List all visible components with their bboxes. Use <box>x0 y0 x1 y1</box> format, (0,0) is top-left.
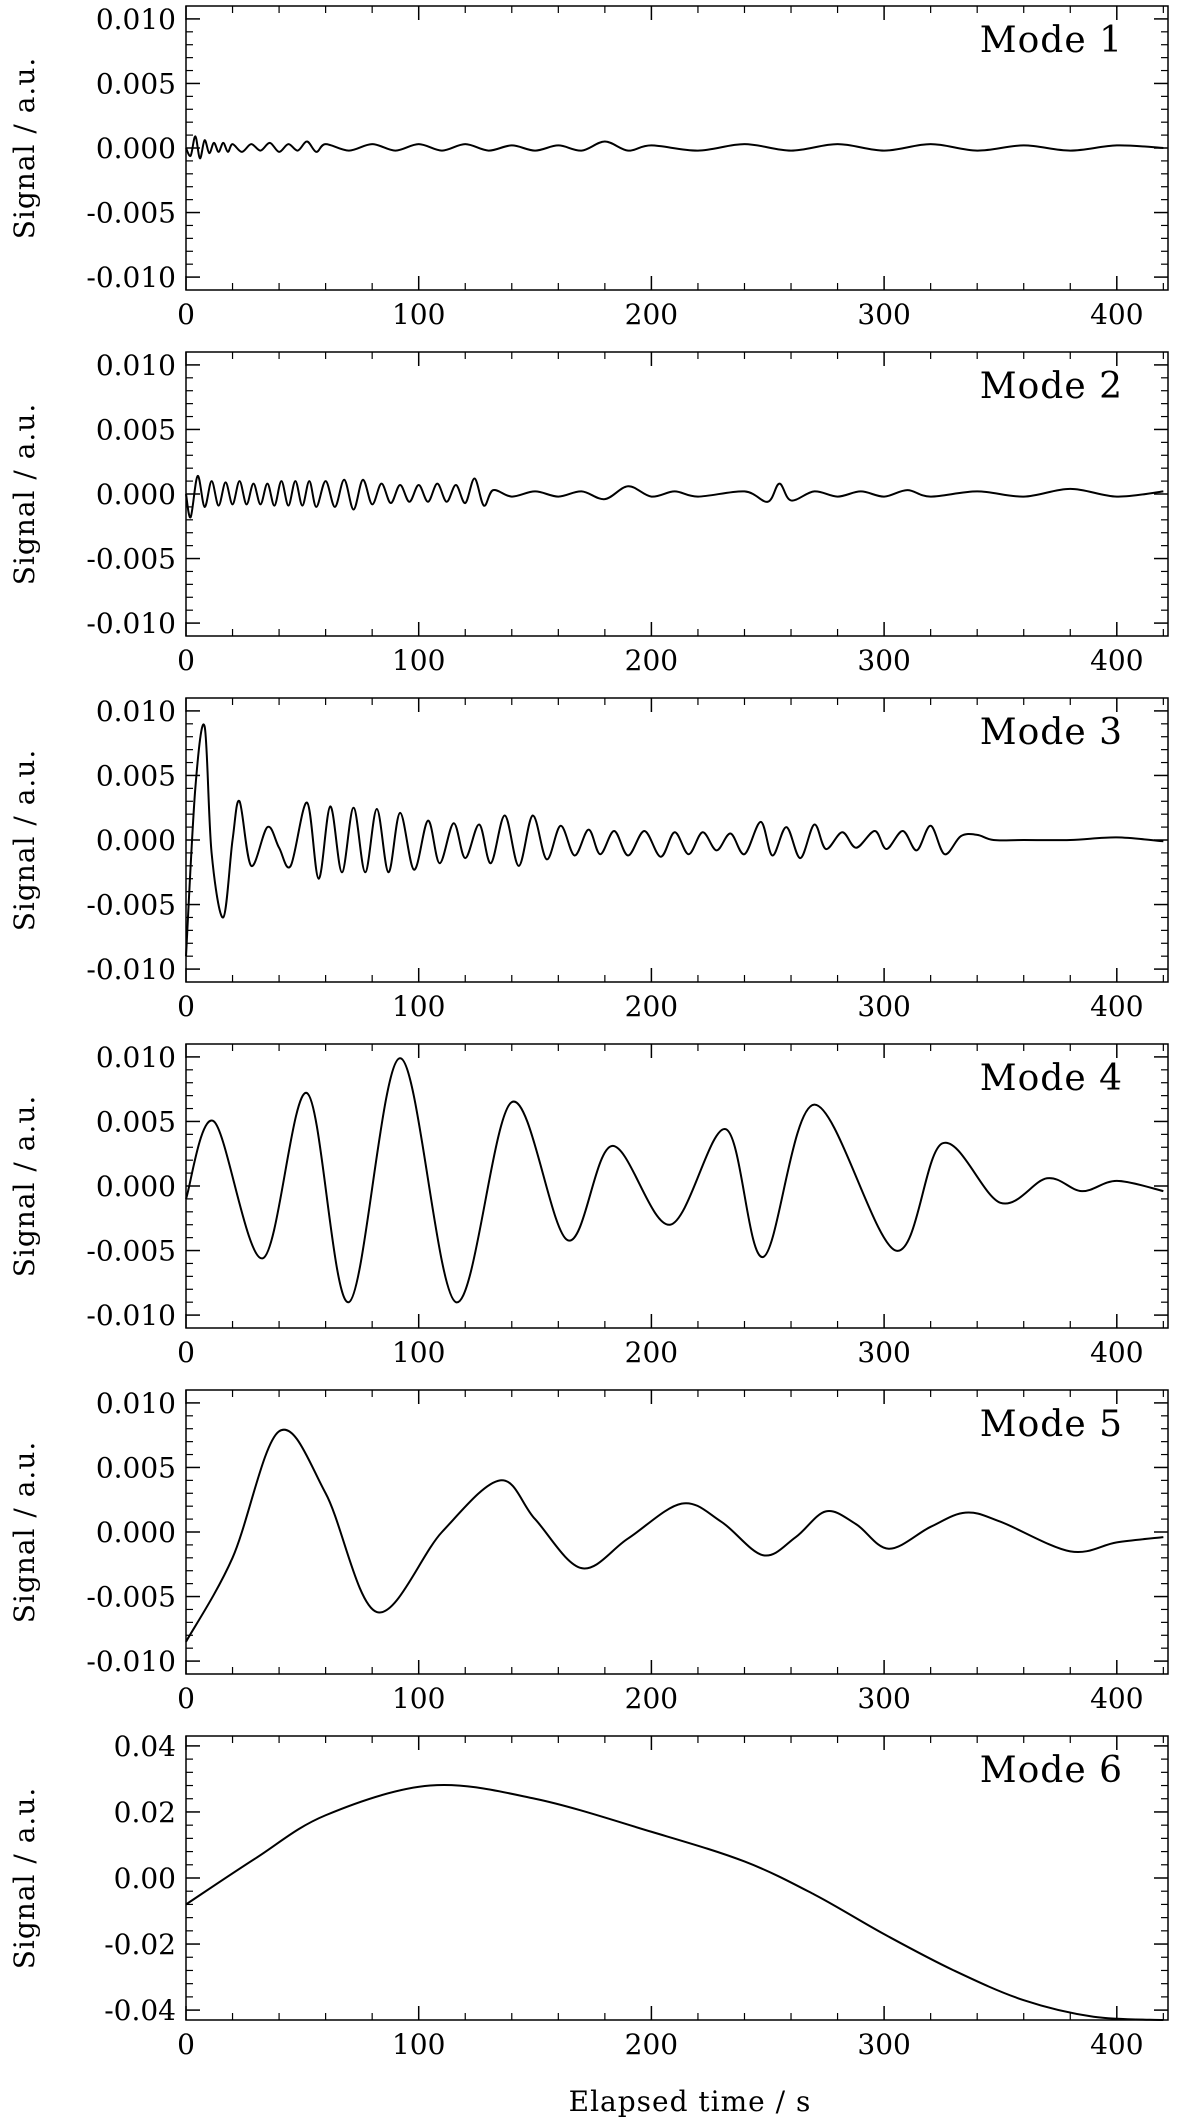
y-tick-label: 0.02 <box>114 1796 176 1829</box>
y-tick-label: 0.005 <box>96 1105 176 1138</box>
x-tick-label: 200 <box>625 1682 678 1715</box>
series-line <box>185 1784 1164 2021</box>
y-tick-label: 0.010 <box>96 695 176 728</box>
x-tick-label: 0 <box>177 298 195 331</box>
x-tick-label: 100 <box>392 644 445 677</box>
x-tick-label: 100 <box>392 298 445 331</box>
x-tick-label: 200 <box>625 644 678 677</box>
panel-mode-5: 0 100 200 300 400 0.010 0.005 0.000 -0.005 -0.010… <box>8 1387 1169 1715</box>
x-tick-label: 200 <box>625 298 678 331</box>
y-axis-title: Signal / a.u. <box>8 1787 41 1970</box>
series-line <box>185 1428 1164 1643</box>
y-tick-label: -0.010 <box>86 261 176 294</box>
x-tick-label: 400 <box>1090 990 1143 1023</box>
x-tick-label: 0 <box>177 644 195 677</box>
y-tick-label: -0.005 <box>86 197 176 230</box>
y-tick-label: 0.010 <box>96 349 176 382</box>
x-tick-label: 400 <box>1090 644 1143 677</box>
y-tick-label: -0.04 <box>104 1994 176 2027</box>
y-tick-label: -0.010 <box>86 1645 176 1678</box>
y-tick-label: -0.005 <box>86 889 176 922</box>
x-tick-label: 300 <box>857 298 910 331</box>
panel-mode-1: 0 100 200 300 400 0.010 0.005 0.000 -0.005 -0.010… <box>8 3 1169 331</box>
x-tick-label: 100 <box>392 1336 445 1369</box>
series-line <box>185 135 1164 160</box>
y-tick-label: 0.04 <box>114 1730 176 1763</box>
panel-mode-2: 0 100 200 300 400 0.010 0.005 0.000 -0.005 -0.010… <box>8 349 1169 677</box>
y-axis-title: Signal / a.u. <box>8 57 41 240</box>
x-tick-label: 200 <box>625 2028 678 2061</box>
x-tick-label: 0 <box>177 1336 195 1369</box>
y-tick-label: -0.02 <box>104 1928 176 1961</box>
y-tick-label: 0.000 <box>96 1170 176 1203</box>
x-tick-label: 300 <box>857 1336 910 1369</box>
y-tick-label: -0.005 <box>86 543 176 576</box>
x-tick-label: 0 <box>177 1682 195 1715</box>
series-line <box>185 723 1164 957</box>
x-tick-label: 0 <box>177 990 195 1023</box>
x-tick-label: 400 <box>1090 1336 1143 1369</box>
x-tick-label: 200 <box>625 990 678 1023</box>
y-tick-label: -0.010 <box>86 607 176 640</box>
mode-label: Mode 1 <box>980 20 1123 61</box>
y-tick-label: 0.005 <box>96 67 176 100</box>
series-line <box>185 474 1164 519</box>
mode-label: Mode 5 <box>980 1404 1123 1445</box>
mode-label: Mode 3 <box>980 712 1123 753</box>
x-tick-label: 300 <box>857 1682 910 1715</box>
x-tick-label: 200 <box>625 1336 678 1369</box>
x-tick-label: 400 <box>1090 1682 1143 1715</box>
y-tick-label: 0.00 <box>114 1862 176 1895</box>
y-axis-title: Signal / a.u. <box>8 403 41 586</box>
x-tick-label: 400 <box>1090 2028 1143 2061</box>
panel-mode-3: 0 100 200 300 400 0.010 0.005 0.000 -0.005 -0.010… <box>8 695 1169 1023</box>
x-tick-label: 100 <box>392 990 445 1023</box>
y-tick-label: 0.005 <box>96 1451 176 1484</box>
y-axis-title: Signal / a.u. <box>8 749 41 932</box>
x-tick-label: 300 <box>857 990 910 1023</box>
y-tick-label: 0.005 <box>96 759 176 792</box>
y-tick-label: -0.010 <box>86 1299 176 1332</box>
y-tick-label: -0.010 <box>86 953 176 986</box>
y-tick-label: 0.000 <box>96 478 176 511</box>
x-tick-label: 300 <box>857 2028 910 2061</box>
series-line <box>185 1057 1164 1304</box>
y-axis-title: Signal / a.u. <box>8 1441 41 1624</box>
y-tick-label: 0.010 <box>96 3 176 36</box>
mode-label: Mode 6 <box>980 1750 1123 1791</box>
y-tick-label: 0.000 <box>96 132 176 165</box>
x-axis-title: Elapsed time / s <box>569 2085 812 2118</box>
mode-label: Mode 2 <box>980 366 1123 407</box>
panel-mode-6: 0 100 200 300 400 0.04 0.02 0.00 -0.02 -0.04 Signa… <box>8 1730 1169 2061</box>
y-tick-label: -0.005 <box>86 1581 176 1614</box>
x-tick-label: 0 <box>177 2028 195 2061</box>
x-tick-label: 100 <box>392 2028 445 2061</box>
y-tick-label: 0.000 <box>96 1516 176 1549</box>
panel-mode-4: 0 100 200 300 400 0.010 0.005 0.000 -0.005 -0.010… <box>8 1041 1169 1369</box>
y-tick-label: 0.010 <box>96 1387 176 1420</box>
x-tick-label: 300 <box>857 644 910 677</box>
mode-label: Mode 4 <box>980 1058 1123 1099</box>
x-tick-label: 400 <box>1090 298 1143 331</box>
x-tick-label: 100 <box>392 1682 445 1715</box>
y-tick-label: 0.000 <box>96 824 176 857</box>
y-tick-label: -0.005 <box>86 1235 176 1268</box>
y-axis-title: Signal / a.u. <box>8 1095 41 1278</box>
y-tick-label: 0.005 <box>96 413 176 446</box>
y-tick-label: 0.010 <box>96 1041 176 1074</box>
